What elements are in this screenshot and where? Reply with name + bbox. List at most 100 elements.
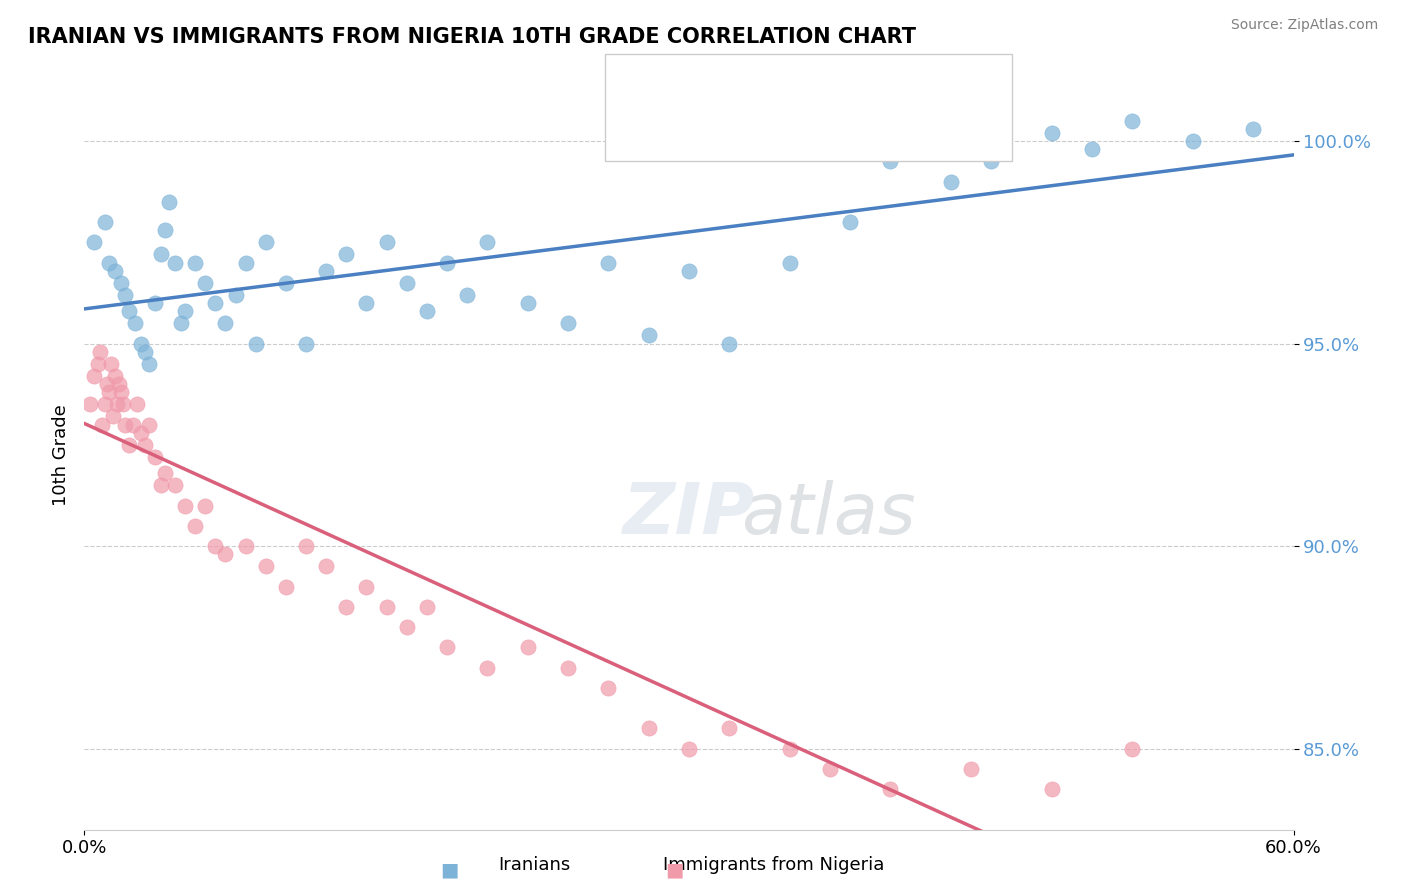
Point [436,255,458,269]
Text: 53: 53 [782,64,804,82]
Point [1121,741,1143,756]
Point [235,255,257,269]
Point [97,255,120,269]
Point [87,357,110,371]
Point [143,450,166,464]
Point [138,417,160,432]
Point [129,336,152,351]
Point [125,397,148,411]
Point [456,288,478,302]
Point [879,782,901,797]
Point [170,316,193,330]
Point [436,640,458,655]
Text: ■: ■ [631,86,652,105]
Point [718,336,741,351]
Point [356,580,378,594]
Point [225,288,247,302]
Point [939,175,962,189]
Point [295,336,318,351]
Point [678,741,700,756]
Point [254,559,277,574]
Point [637,328,659,343]
Point [105,397,128,411]
Text: IRANIAN VS IMMIGRANTS FROM NIGERIA 10TH GRADE CORRELATION CHART: IRANIAN VS IMMIGRANTS FROM NIGERIA 10TH … [28,27,917,46]
Point [356,296,378,310]
Point [818,762,841,776]
Point [718,721,741,735]
Point [516,296,538,310]
Point [779,741,801,756]
Point [416,304,439,318]
Text: ■: ■ [665,860,685,880]
Point [637,721,659,735]
Point [153,466,176,480]
Text: N =: N = [735,64,787,82]
Text: Immigrants from Nigeria: Immigrants from Nigeria [662,856,884,874]
Text: ■: ■ [631,63,652,83]
Point [557,316,579,330]
Text: 0.445: 0.445 [679,64,731,82]
Point [134,344,156,359]
Text: ZIP: ZIP [623,481,755,549]
Point [89,344,111,359]
Text: R =: R = [650,87,689,104]
Point [245,336,267,351]
Point [104,368,127,383]
Y-axis label: 10th Grade: 10th Grade [52,404,70,506]
Point [96,377,118,392]
Point [100,357,122,371]
Point [93,397,115,411]
Point [165,478,187,492]
Point [93,215,115,229]
Point [79,397,101,411]
Point [101,409,124,424]
Point [149,247,172,261]
Point [416,599,439,614]
Point [1040,782,1063,797]
Point [143,296,166,310]
Point [678,263,700,277]
Point [107,377,129,392]
Point [375,235,398,250]
Point [395,620,418,634]
Point [315,263,337,277]
Text: ■: ■ [440,860,460,880]
Point [110,276,132,290]
Point [114,417,136,432]
Point [134,438,156,452]
Point [1181,134,1204,148]
Point [779,255,801,269]
Point [960,762,983,776]
Text: 55: 55 [782,87,804,104]
Point [395,276,418,290]
Point [121,417,143,432]
Point [1241,121,1264,136]
Point [83,368,105,383]
Point [879,154,901,169]
Point [274,580,297,594]
Point [83,235,105,250]
Point [598,681,620,695]
Point [315,559,337,574]
Point [165,255,187,269]
Point [1121,113,1143,128]
Point [194,499,217,513]
Point [104,263,127,277]
Text: Iranians: Iranians [498,856,571,874]
Point [118,304,141,318]
Point [274,276,297,290]
Point [91,417,114,432]
Point [839,215,862,229]
Point [97,385,120,400]
Point [153,223,176,237]
Point [375,599,398,614]
Text: atlas: atlas [741,481,915,549]
Point [516,640,538,655]
Point [214,316,236,330]
Point [335,599,357,614]
Point [235,539,257,553]
Point [114,288,136,302]
Point [194,276,217,290]
Point [204,539,226,553]
Point [157,194,180,209]
